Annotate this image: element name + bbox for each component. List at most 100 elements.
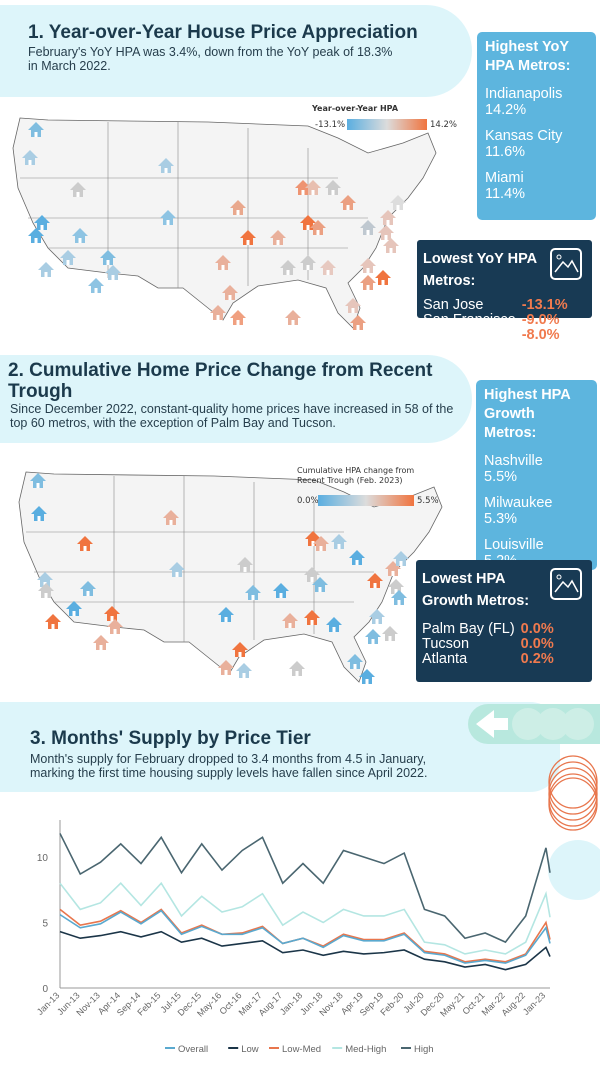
house-icon — [331, 534, 347, 549]
house-icon — [77, 536, 93, 551]
house-icon — [304, 567, 320, 582]
lowest-table: Palm Bay (FL) 0.0% Tucson 0.0% Atlanta 0.2% — [422, 622, 554, 667]
house-icon — [383, 238, 399, 253]
house-icon — [218, 607, 234, 622]
house-icon — [163, 510, 179, 525]
legend-label: Med-High — [345, 1044, 386, 1055]
table-row: Tucson 0.0% — [422, 636, 554, 652]
house-icon — [285, 310, 301, 325]
us-map-outline — [12, 117, 437, 329]
house-icon — [230, 200, 246, 215]
metro-item: Miami 11.4% — [485, 170, 526, 202]
house-icon — [289, 661, 305, 676]
section2-lowest-box: Lowest HPA Growth Metros: Palm Bay (FL) 0… — [416, 560, 592, 682]
metro-item: Milwaukee 5.3% — [484, 495, 553, 527]
house-icon — [378, 225, 394, 240]
highest-heading: Highest HPA Growth Metros: — [484, 387, 571, 441]
house-icon — [66, 601, 82, 616]
legend-max: 5.5% — [417, 496, 439, 506]
section1-map — [12, 117, 437, 330]
table-row: Palm Bay (FL) 0.0% — [422, 621, 554, 637]
house-icon — [215, 255, 231, 270]
house-icon — [360, 258, 376, 273]
house-icon — [28, 122, 44, 137]
arrow-decoration — [468, 704, 600, 744]
house-icon — [385, 561, 401, 576]
house-icon — [100, 250, 116, 265]
house-icon — [34, 215, 50, 230]
house-icon — [38, 583, 54, 598]
house-icon — [345, 298, 361, 313]
house-icon — [30, 473, 46, 488]
house-icon — [365, 629, 381, 644]
highest-heading: Highest YoY HPA Metros: — [485, 39, 571, 74]
house-icon — [393, 551, 409, 566]
section2-title: 2. Cumulative Home Price Change from Rec… — [8, 360, 433, 402]
image-icon — [550, 248, 582, 280]
rings-decoration — [548, 755, 598, 831]
house-icon — [28, 228, 44, 243]
section3-subtitle: Month's supply for February dropped to 3… — [30, 752, 428, 780]
house-icon — [347, 654, 363, 669]
house-icon — [230, 310, 246, 325]
house-icon — [295, 180, 311, 195]
y-tick-label: 10 — [37, 853, 49, 864]
house-icon — [104, 606, 120, 621]
months-supply-chart: 0510Jan-13Jun-13Nov-13Apr-14Sep-14Feb-15… — [35, 820, 551, 1055]
house-icon — [369, 609, 385, 624]
table-row: Atlanta 0.2% — [422, 651, 554, 667]
x-tick-label: Feb-20 — [378, 990, 405, 1017]
metro-item: Kansas City 11.6% — [485, 128, 563, 160]
house-icon — [240, 230, 256, 245]
table-row: San Francisco -9.0% — [423, 312, 560, 328]
house-icon — [282, 613, 298, 628]
house-icon — [273, 583, 289, 598]
section1-title: 1. Year-over-Year House Price Appreciati… — [28, 22, 418, 43]
house-icon — [391, 590, 407, 605]
house-icon — [340, 195, 356, 210]
house-icon — [360, 275, 376, 290]
legend-label: Low-Med — [282, 1044, 321, 1055]
table-row: San Jose -13.1% — [423, 297, 568, 313]
legend-label: Overall — [178, 1044, 208, 1055]
series-line-high — [59, 833, 551, 944]
x-tick-label: Feb-15 — [135, 990, 162, 1017]
house-icon — [88, 278, 104, 293]
section2-banner — [0, 355, 472, 443]
legend-title: Cumulative HPA change from Recent Trough… — [297, 466, 415, 485]
house-icon — [280, 260, 296, 275]
legend-label: Low — [241, 1044, 259, 1055]
section2-subtitle: Since December 2022, constant-quality ho… — [10, 402, 454, 430]
series-line-low — [59, 930, 551, 971]
house-icon — [375, 270, 391, 285]
house-icon — [80, 581, 96, 596]
house-icon — [382, 626, 398, 641]
house-icon — [300, 255, 316, 270]
image-icon — [550, 568, 582, 600]
house-icon — [350, 315, 366, 330]
section1-highest-box: Highest YoY HPA Metros: Indianapolis 14.2… — [477, 32, 596, 220]
section1-subtitle: February's YoY HPA was 3.4%, down from t… — [28, 45, 393, 73]
house-icon — [72, 228, 88, 243]
house-icon — [22, 150, 38, 165]
series-line-med-high — [59, 881, 551, 955]
lowest-heading: Lowest YoY HPA Metros: — [423, 251, 537, 289]
lowest-table: San Jose -13.1% San Francisco -9.0% Seattl… — [423, 298, 568, 343]
house-icon — [70, 182, 86, 197]
house-icon — [160, 210, 176, 225]
house-icon — [390, 195, 406, 210]
legend-label: High — [414, 1044, 434, 1055]
legend-title: Year-over-Year HPA — [312, 104, 399, 113]
house-icon — [107, 619, 123, 634]
metro-item: Indianapolis 14.2% — [485, 86, 563, 118]
house-icon — [388, 579, 404, 594]
house-icon — [305, 180, 321, 195]
section1-lowest-box: Lowest YoY HPA Metros: San Jose -13.1% Sa… — [417, 240, 592, 343]
house-icon — [326, 617, 342, 632]
house-icon — [359, 669, 375, 684]
legend-max: 14.2% — [430, 120, 458, 130]
section2-map — [18, 471, 443, 684]
metro-item: Nashville 5.5% — [484, 453, 543, 485]
section3-banner — [0, 702, 560, 792]
house-icon — [169, 562, 185, 577]
